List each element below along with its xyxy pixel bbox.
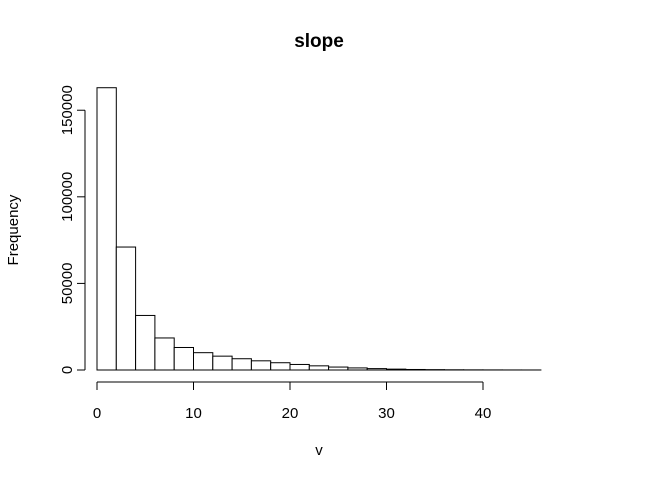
histogram-bar-10: [289, 363, 310, 371]
histogram-bar-8: [250, 360, 272, 371]
histogram-bar-6: [212, 355, 233, 371]
histogram-bar-14: [366, 368, 388, 371]
histogram-bar-15: [386, 368, 407, 371]
bars-group: [96, 87, 542, 371]
x-tick-label-4: 40: [475, 405, 492, 422]
histogram-bar-16: [405, 368, 426, 371]
histogram-bar-0: [96, 87, 117, 371]
x-axis: 0 10 20 30 40: [93, 381, 492, 422]
histogram-bar-12: [328, 366, 349, 371]
histogram-bar-7: [231, 358, 252, 371]
y-axis-label: Frequency: [5, 194, 22, 265]
histogram-bar-1: [115, 246, 137, 371]
histogram-bar-11: [308, 365, 330, 371]
x-tick-label-0: 0: [93, 405, 101, 422]
x-tick-label-2: 20: [282, 405, 299, 422]
x-axis-label: v: [315, 442, 323, 459]
histogram-bar-9: [270, 362, 291, 371]
chart-title: slope: [294, 31, 344, 52]
histogram-bar-4: [173, 346, 194, 371]
y-tick-label-1: 50000: [59, 263, 76, 305]
y-tick-label-3: 150000: [59, 85, 76, 135]
histogram-bar-5: [193, 352, 214, 371]
x-tick-label-1: 10: [185, 405, 202, 422]
y-tick-label-2: 100000: [59, 172, 76, 222]
x-tick-label-3: 30: [378, 405, 395, 422]
histogram-bar-2: [135, 314, 156, 371]
histogram-bar-3: [154, 337, 175, 371]
histogram-bar-13: [347, 367, 368, 371]
y-axis: 0 50000 100000 150000: [59, 85, 86, 374]
y-tick-label-0: 0: [59, 366, 76, 374]
